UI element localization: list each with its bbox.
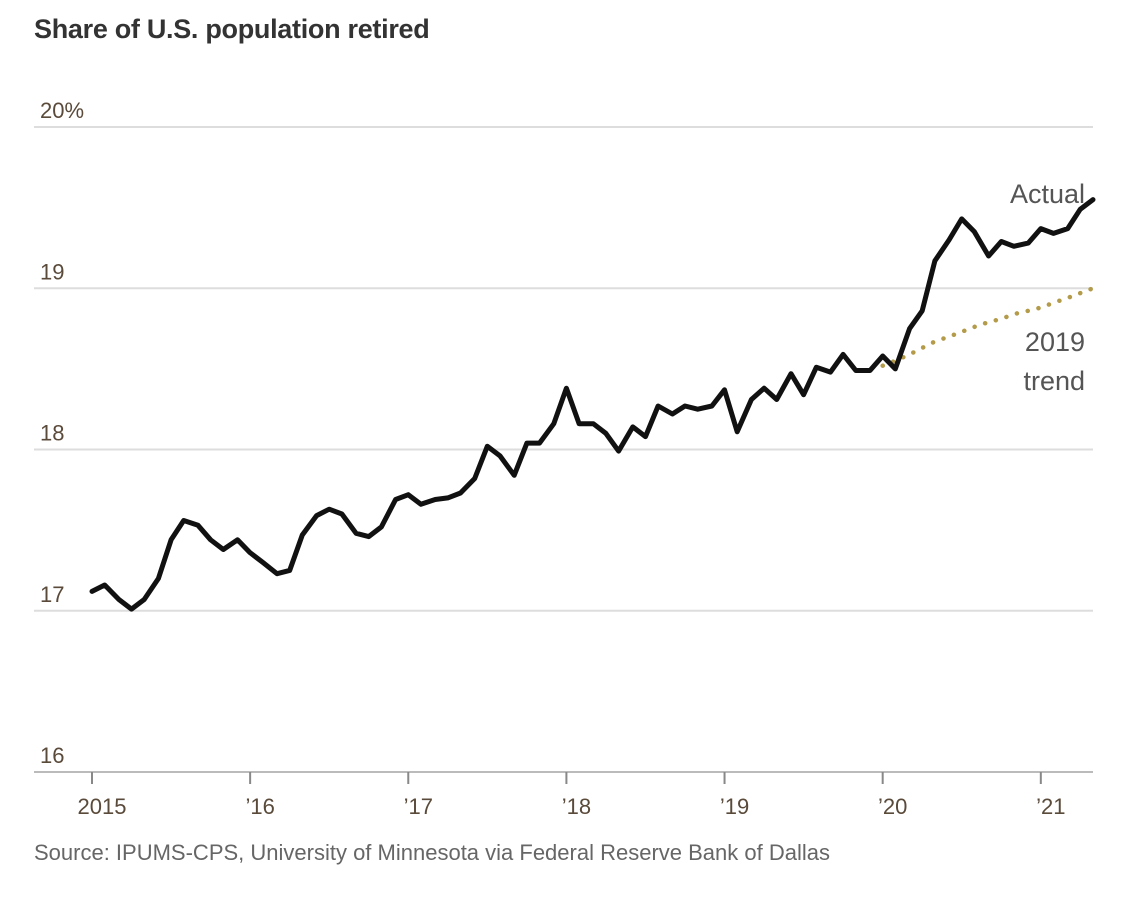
y-tick-label: 20% <box>40 98 84 123</box>
series-labels: Actual 2019 trend <box>1010 179 1085 396</box>
y-tick-label: 18 <box>40 421 64 446</box>
source-note: Source: IPUMS-CPS, University of Minneso… <box>34 840 830 865</box>
x-tick-label: ’19 <box>720 794 749 819</box>
gridlines <box>34 126 1093 612</box>
y-tick-label: 16 <box>40 743 64 768</box>
x-axis: 2015 ’16 ’17 ’18 ’19 ’20 ’21 <box>34 771 1093 819</box>
x-tick-label: ’20 <box>878 794 907 819</box>
chart-title: Share of U.S. population retired <box>34 14 430 44</box>
x-tick-label: ’18 <box>562 794 591 819</box>
series-label: Actual <box>1010 179 1085 209</box>
actual-line <box>89 197 1096 612</box>
x-tick-label: ’17 <box>404 794 433 819</box>
y-axis-ticks: 20% 19 18 17 16 <box>40 98 84 768</box>
y-tick-label: 19 <box>40 259 64 284</box>
x-tick-label: 2015 <box>78 794 127 819</box>
x-tick-label: ’16 <box>245 794 274 819</box>
series-label: trend <box>1023 366 1085 396</box>
trend-line <box>880 286 1096 368</box>
x-tick-label: ’21 <box>1036 794 1065 819</box>
series-lines <box>89 197 1096 612</box>
series-label: 2019 <box>1025 327 1085 357</box>
y-tick-label: 17 <box>40 582 64 607</box>
